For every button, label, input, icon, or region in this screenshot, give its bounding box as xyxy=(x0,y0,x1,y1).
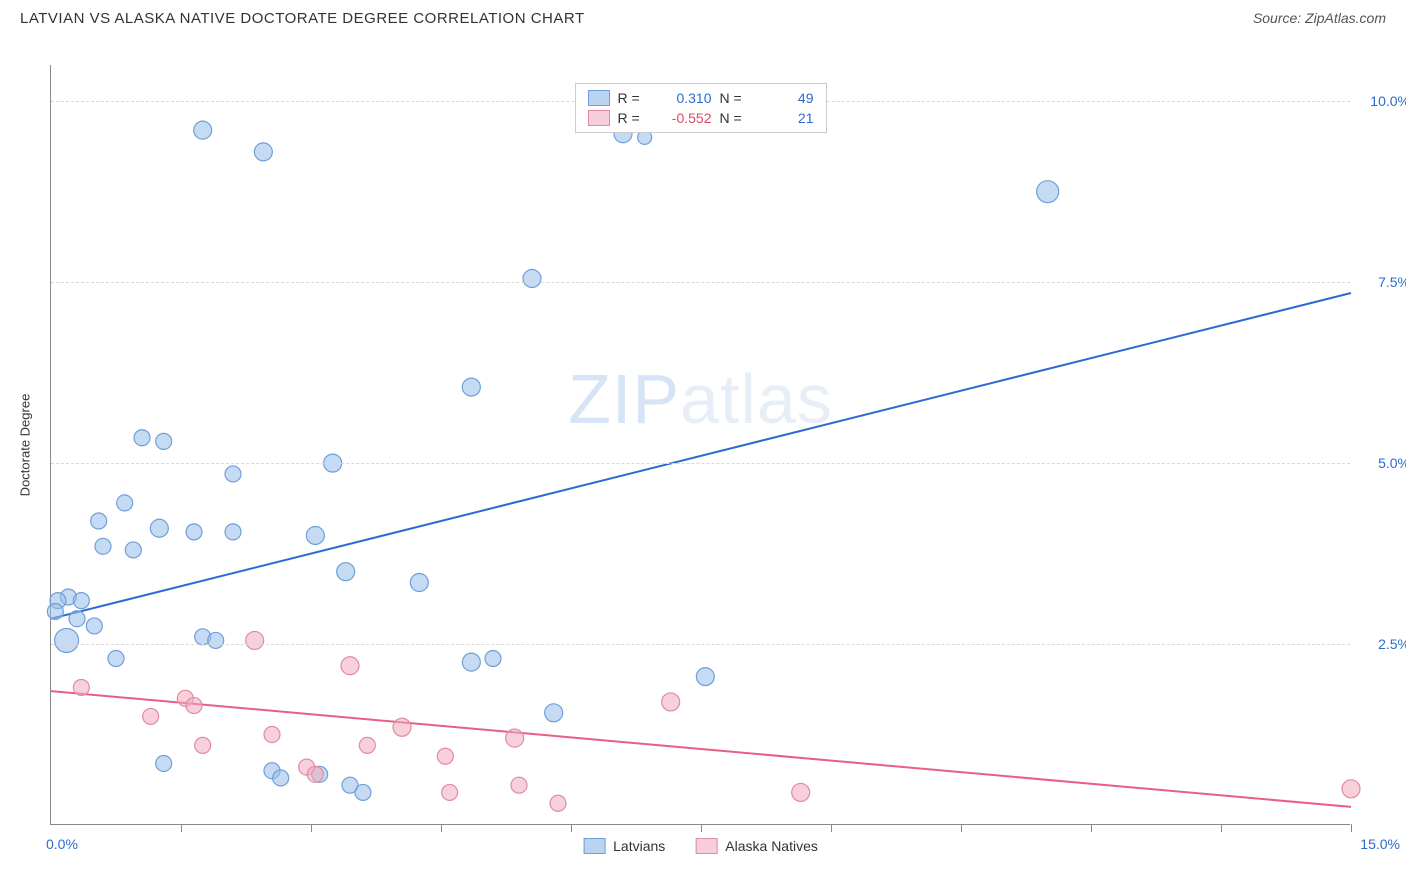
x-tick xyxy=(701,824,702,832)
data-point xyxy=(91,513,107,529)
chart-container: Doctorate Degree ZIPatlas R =0.310N =49R… xyxy=(50,45,1390,845)
data-point xyxy=(355,784,371,800)
data-point xyxy=(306,526,324,544)
data-point xyxy=(662,693,680,711)
x-tick xyxy=(1091,824,1092,832)
data-point xyxy=(55,628,79,652)
data-point xyxy=(550,795,566,811)
legend-r-value: 0.310 xyxy=(654,90,712,106)
x-axis-max-label: 15.0% xyxy=(1360,836,1400,852)
data-point xyxy=(69,611,85,627)
data-point xyxy=(1342,780,1360,798)
x-tick xyxy=(1221,824,1222,832)
legend-r-label: R = xyxy=(618,110,646,126)
grid-line xyxy=(51,282,1350,283)
legend-n-value: 49 xyxy=(756,90,814,106)
x-tick xyxy=(961,824,962,832)
y-tick-label: 7.5% xyxy=(1378,274,1406,290)
data-point xyxy=(73,679,89,695)
chart-title: LATVIAN VS ALASKA NATIVE DOCTORATE DEGRE… xyxy=(20,10,585,27)
legend-swatch xyxy=(588,110,610,126)
data-point xyxy=(485,651,501,667)
grid-line xyxy=(51,463,1350,464)
source-prefix: Source: xyxy=(1253,10,1305,26)
x-tick xyxy=(181,824,182,832)
legend-r-value: -0.552 xyxy=(654,110,712,126)
y-tick-label: 5.0% xyxy=(1378,455,1406,471)
legend-swatch xyxy=(695,838,717,854)
y-tick-label: 2.5% xyxy=(1378,636,1406,652)
x-tick xyxy=(441,824,442,832)
x-tick xyxy=(311,824,312,832)
x-tick xyxy=(1351,824,1352,832)
data-point xyxy=(437,748,453,764)
data-point xyxy=(337,563,355,581)
data-point xyxy=(273,770,289,786)
data-point xyxy=(156,755,172,771)
data-point xyxy=(150,519,168,537)
data-point xyxy=(523,270,541,288)
data-point xyxy=(143,708,159,724)
legend-row: R = 0.310 N = 49 xyxy=(588,88,814,108)
source-attribution: Source: ZipAtlas.com xyxy=(1253,10,1386,26)
grid-line xyxy=(51,644,1350,645)
data-point xyxy=(195,737,211,753)
correlation-legend: R = 0.310 N = 49 R = -0.552 N = 21 xyxy=(575,83,827,133)
data-point xyxy=(307,766,323,782)
legend-swatch xyxy=(588,90,610,106)
series-legend: Latvians Alaska Natives xyxy=(583,838,818,854)
trend-line xyxy=(51,293,1351,619)
legend-label: Latvians xyxy=(613,838,665,854)
data-point xyxy=(95,538,111,554)
data-point xyxy=(225,524,241,540)
legend-n-label: N = xyxy=(720,110,748,126)
data-point xyxy=(511,777,527,793)
legend-label: Alaska Natives xyxy=(725,838,818,854)
data-point xyxy=(792,783,810,801)
data-point xyxy=(125,542,141,558)
legend-item: Alaska Natives xyxy=(695,838,818,854)
legend-row: R = -0.552 N = 21 xyxy=(588,108,814,128)
legend-r-label: R = xyxy=(618,90,646,106)
x-tick xyxy=(571,824,572,832)
data-point xyxy=(73,593,89,609)
legend-swatch xyxy=(583,838,605,854)
data-point xyxy=(47,603,63,619)
data-point xyxy=(156,433,172,449)
data-point xyxy=(462,378,480,396)
data-point xyxy=(359,737,375,753)
data-point xyxy=(462,653,480,671)
y-axis-label: Doctorate Degree xyxy=(18,394,33,497)
data-point xyxy=(410,574,428,592)
data-point xyxy=(225,466,241,482)
data-point xyxy=(134,430,150,446)
y-tick-label: 10.0% xyxy=(1370,93,1406,109)
trend-line xyxy=(51,691,1351,807)
data-point xyxy=(545,704,563,722)
data-point xyxy=(264,727,280,743)
data-point xyxy=(117,495,133,511)
x-tick xyxy=(831,824,832,832)
data-point xyxy=(186,698,202,714)
legend-n-label: N = xyxy=(720,90,748,106)
plot-area: ZIPatlas R =0.310N =49R =-0.552N =21 0.0… xyxy=(50,65,1350,825)
data-point xyxy=(393,718,411,736)
legend-item: Latvians xyxy=(583,838,665,854)
data-point xyxy=(341,657,359,675)
data-point xyxy=(442,784,458,800)
data-point xyxy=(246,631,264,649)
data-point xyxy=(1037,181,1059,203)
data-point xyxy=(194,121,212,139)
data-point xyxy=(208,632,224,648)
scatter-plot-svg xyxy=(51,65,1350,824)
data-point xyxy=(108,651,124,667)
x-axis-origin-label: 0.0% xyxy=(46,836,78,852)
data-point xyxy=(254,143,272,161)
source-name: ZipAtlas.com xyxy=(1305,10,1386,26)
data-point xyxy=(506,729,524,747)
legend-n-value: 21 xyxy=(756,110,814,126)
data-point xyxy=(696,668,714,686)
data-point xyxy=(86,618,102,634)
data-point xyxy=(186,524,202,540)
